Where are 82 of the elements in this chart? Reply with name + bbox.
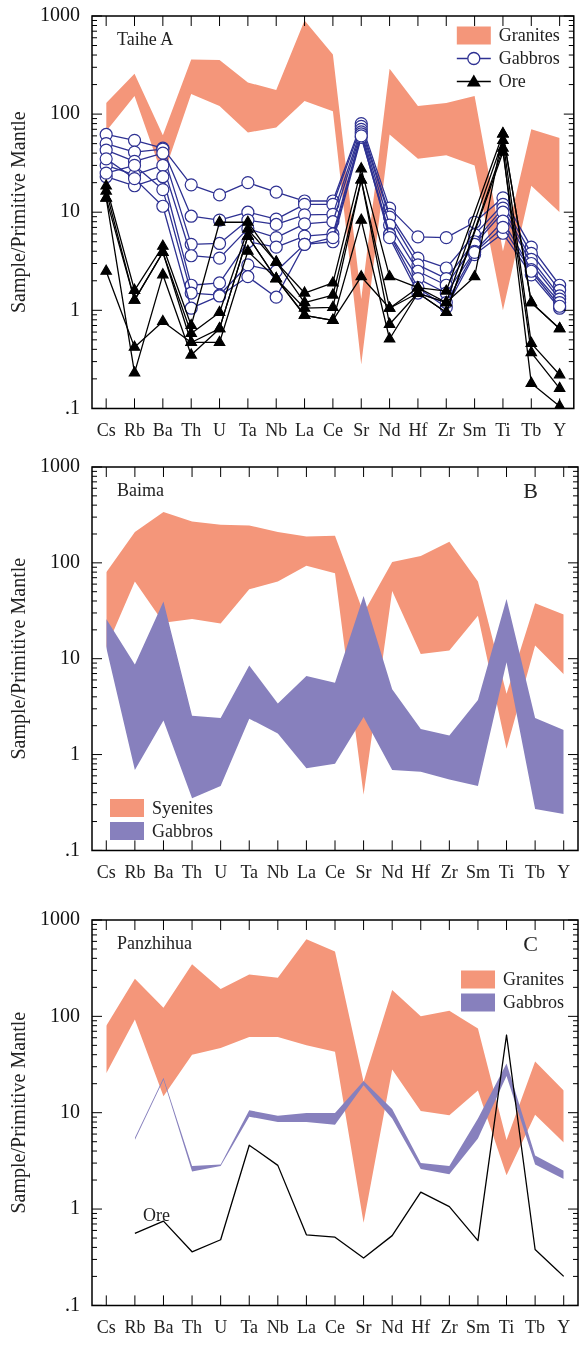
- y-axis-title: Sample/Primitive Mantle: [7, 557, 31, 760]
- x-tick-label: Cs: [96, 419, 116, 440]
- x-tick-label: Nd: [381, 1316, 404, 1337]
- y-tick-label: 10: [60, 199, 80, 222]
- x-tick-label: Ta: [240, 861, 259, 882]
- x-tick-label: Nd: [378, 419, 401, 440]
- y-tick-label: 10: [60, 645, 80, 668]
- x-tick-label: Ce: [325, 861, 346, 882]
- x-tick-label: Tb: [525, 1316, 546, 1337]
- y-tick-label: 1: [70, 741, 80, 764]
- y-tick-label: 1000: [40, 907, 80, 930]
- y-tick-label: 100: [50, 101, 80, 124]
- x-tick-label: La: [296, 861, 316, 882]
- x-tick-label: Zr: [440, 1316, 458, 1337]
- x-tick-label: La: [295, 419, 315, 440]
- x-tick-label: Sm: [462, 419, 487, 440]
- x-tick-label: Tb: [521, 419, 542, 440]
- x-tick-label: Sr: [355, 1316, 372, 1337]
- x-tick-label: Rb: [124, 1316, 146, 1337]
- x-tick-label: Nb: [265, 419, 288, 440]
- x-tick-label: Ta: [240, 1316, 259, 1337]
- legend-label: Gabbros: [498, 48, 560, 69]
- y-tick-label: .1: [65, 1292, 80, 1315]
- x-tick-label: Ba: [152, 419, 173, 440]
- x-tick-label: Zr: [440, 861, 458, 882]
- legend-label: Granites: [503, 969, 564, 990]
- x-tick-label: Th: [182, 861, 203, 882]
- x-tick-label: Th: [182, 1316, 203, 1337]
- y-axis-title: Sample/Primitive Mantle: [7, 1011, 31, 1214]
- annotation: B: [523, 477, 538, 503]
- legend-label: Gabbros: [152, 820, 213, 841]
- legend-label: Granites: [498, 25, 560, 46]
- x-tick-label: Hf: [411, 1316, 431, 1337]
- x-tick-label: Y: [557, 861, 571, 882]
- x-tick-label: Sm: [465, 1316, 490, 1337]
- x-tick-label: U: [213, 419, 227, 440]
- x-tick-label: Ti: [498, 861, 515, 882]
- x-tick-label: Rb: [124, 861, 146, 882]
- y-axis-title: Sample/Primitive Mantle: [7, 111, 31, 314]
- x-tick-label: Cs: [96, 861, 116, 882]
- y-tick-label: 1: [70, 297, 80, 320]
- text: Baima: [117, 479, 164, 500]
- y-tick-label: .1: [65, 395, 80, 418]
- annotation: C: [523, 930, 538, 956]
- x-tick-label: Sm: [465, 861, 490, 882]
- x-tick-label: Rb: [124, 419, 146, 440]
- x-tick-label: Nd: [381, 861, 404, 882]
- y-tick-label: 100: [50, 1003, 80, 1026]
- x-tick-label: Ce: [322, 419, 343, 440]
- x-tick-label: Ba: [153, 861, 174, 882]
- x-tick-label: Cs: [96, 1316, 116, 1337]
- x-tick-label: U: [214, 861, 228, 882]
- y-tick-label: .1: [65, 837, 80, 860]
- x-tick-label: Ce: [325, 1316, 346, 1337]
- x-tick-label: Y: [553, 419, 567, 440]
- y-tick-label: 1000: [40, 3, 80, 26]
- x-tick-label: U: [214, 1316, 228, 1337]
- legend-label: Syenites: [152, 797, 213, 818]
- y-tick-label: 100: [50, 550, 80, 573]
- y-tick-label: 1000: [40, 454, 80, 477]
- x-tick-label: Sr: [355, 861, 372, 882]
- text: Panzhihua: [117, 932, 192, 953]
- x-tick-label: La: [296, 1316, 316, 1337]
- x-tick-label: Ba: [153, 1316, 174, 1337]
- x-tick-label: Ti: [498, 1316, 515, 1337]
- y-tick-label: 10: [60, 1099, 80, 1122]
- x-tick-label: Sr: [353, 419, 370, 440]
- x-tick-label: Ti: [495, 419, 511, 440]
- x-tick-label: Tb: [525, 861, 546, 882]
- x-tick-label: Hf: [411, 861, 431, 882]
- legend-label: Gabbros: [503, 992, 565, 1013]
- x-tick-label: Y: [557, 1316, 571, 1337]
- legend-label: Ore: [498, 71, 526, 92]
- x-tick-label: Hf: [408, 419, 428, 440]
- text: Taihe A: [117, 28, 174, 49]
- x-tick-label: Th: [181, 419, 202, 440]
- x-tick-label: Nb: [266, 861, 289, 882]
- x-tick-label: Ta: [239, 419, 257, 440]
- x-tick-label: Zr: [437, 419, 455, 440]
- x-tick-label: Nb: [266, 1316, 289, 1337]
- y-tick-label: 1: [70, 1196, 80, 1219]
- annotation: Ore: [142, 1205, 170, 1226]
